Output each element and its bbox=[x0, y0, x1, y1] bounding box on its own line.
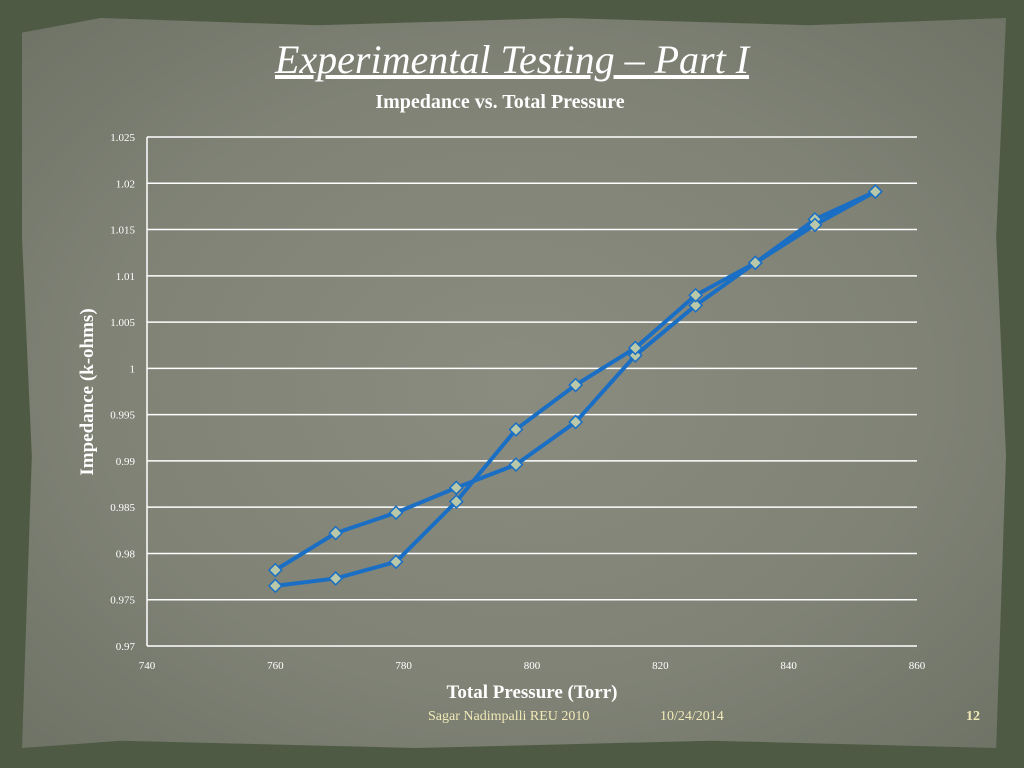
y-tick-label: 0.98 bbox=[116, 548, 136, 560]
x-tick-label: 760 bbox=[267, 660, 284, 672]
data-point bbox=[627, 340, 643, 356]
x-tick-label: 860 bbox=[909, 660, 926, 672]
slide-number: 12 bbox=[966, 709, 980, 724]
data-point bbox=[388, 505, 404, 521]
y-tick-label: 1.015 bbox=[110, 225, 135, 237]
x-axis-label: Total Pressure (Torr) bbox=[447, 682, 618, 703]
y-tick-label: 1 bbox=[130, 363, 136, 375]
y-tick-label: 1.005 bbox=[110, 317, 135, 329]
slide-background bbox=[22, 18, 1006, 748]
y-tick-label: 0.985 bbox=[110, 502, 135, 514]
data-point bbox=[568, 414, 584, 430]
data-point bbox=[388, 554, 404, 570]
x-tick-label: 780 bbox=[395, 660, 412, 672]
data-point bbox=[508, 422, 524, 437]
data-point bbox=[747, 255, 763, 271]
chart-title: Impedance vs. Total Pressure bbox=[375, 91, 625, 113]
footer-date: 10/24/2014 bbox=[660, 709, 724, 724]
data-point bbox=[328, 571, 344, 586]
x-tick-label: 800 bbox=[524, 660, 541, 672]
data-point bbox=[267, 562, 283, 578]
x-tick-label: 740 bbox=[139, 660, 156, 672]
data-point bbox=[688, 298, 704, 313]
data-point bbox=[267, 578, 283, 594]
y-tick-label: 0.99 bbox=[116, 456, 136, 468]
data-point bbox=[688, 287, 704, 303]
x-tick-label: 840 bbox=[780, 660, 797, 672]
data-point bbox=[807, 217, 823, 233]
y-axis-label: Impedance (k-ohms) bbox=[77, 308, 98, 475]
y-tick-label: 1.02 bbox=[116, 178, 135, 190]
slide-title: Experimental Testing – Part I bbox=[274, 37, 750, 82]
data-point bbox=[328, 525, 344, 541]
x-tick-label: 820 bbox=[652, 660, 669, 672]
data-point bbox=[867, 184, 883, 200]
data-point bbox=[448, 494, 464, 510]
y-tick-label: 1.025 bbox=[110, 132, 135, 144]
data-point bbox=[568, 377, 584, 393]
footer-author: Sagar Nadimpalli REU 2010 bbox=[428, 709, 590, 724]
y-tick-label: 0.97 bbox=[116, 641, 136, 653]
y-tick-label: 0.975 bbox=[110, 595, 135, 607]
data-point bbox=[508, 457, 524, 473]
data-point bbox=[448, 480, 464, 496]
y-tick-label: 0.995 bbox=[110, 410, 135, 422]
y-tick-label: 1.01 bbox=[116, 271, 135, 283]
